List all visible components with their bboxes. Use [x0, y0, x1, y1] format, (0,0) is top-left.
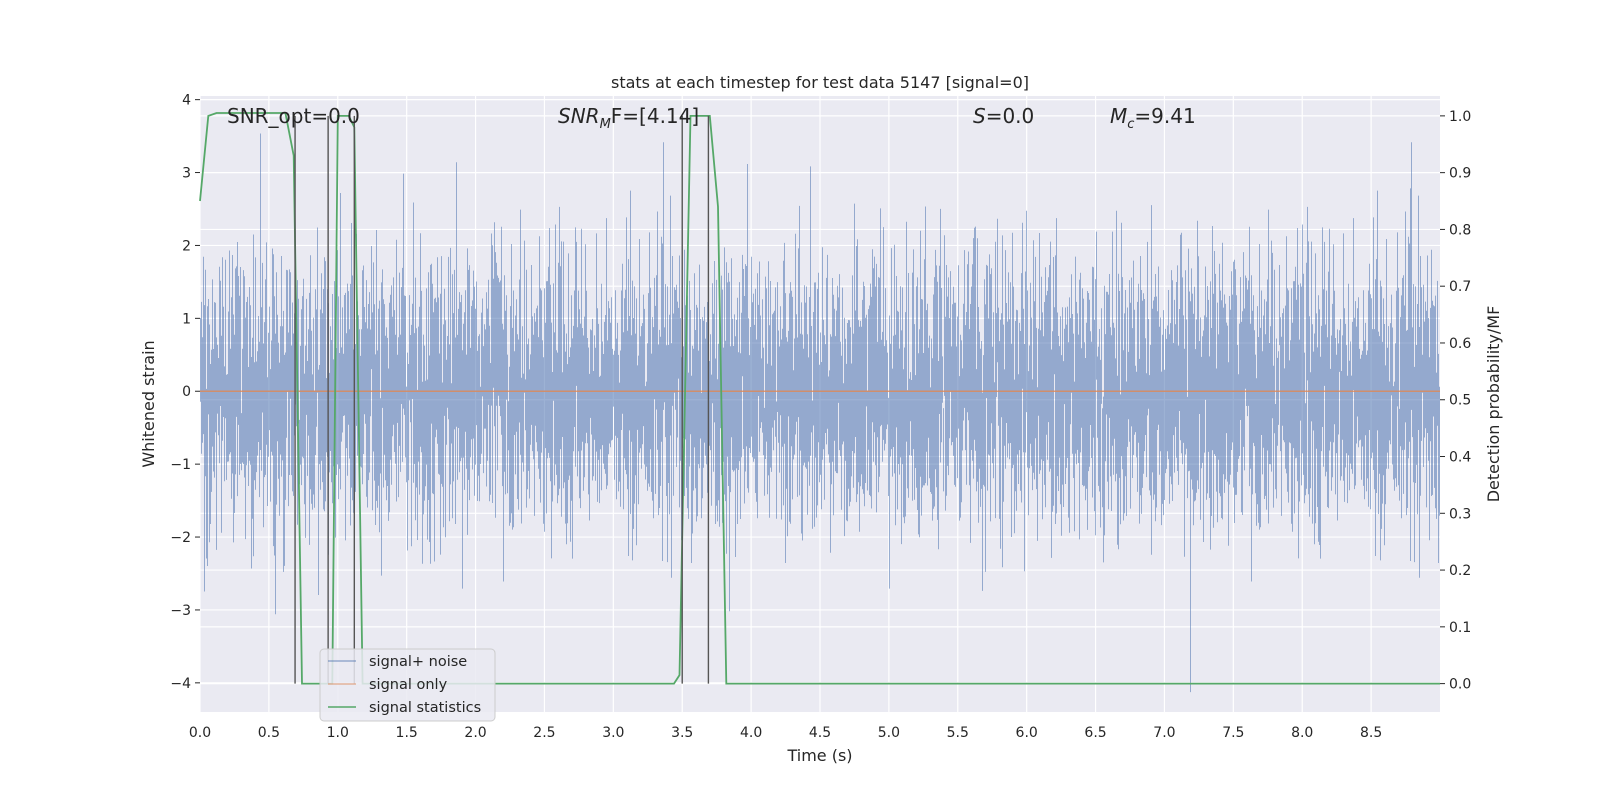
- y-right-tick-label: 0.0: [1449, 677, 1471, 693]
- x-tick-label: 8.5: [1360, 725, 1382, 741]
- legend-box: [319, 648, 496, 722]
- y-left-tick-label: 0: [182, 384, 191, 400]
- y-right-tick-label: 0.3: [1449, 506, 1471, 522]
- x-tick-label: 4.5: [809, 725, 831, 741]
- y-right-tick-labels: 1.0 0.9 0.8 0.7 0.6 0.5 0.4 0.3 0.2 0.1 0.0: [1440, 109, 1471, 693]
- y-left-tick-label: 3: [182, 166, 191, 182]
- y-right-tick-label: 0.5: [1449, 393, 1471, 409]
- x-tick-label: 2.0: [464, 725, 486, 741]
- x-tick-label: 6.0: [1016, 725, 1038, 741]
- x-tick-label: 2.5: [533, 725, 555, 741]
- y-axis-label-left: Whitened strain: [139, 340, 158, 467]
- annotation-mc: Mc=9.41: [1110, 104, 1196, 132]
- y-right-tick-label: 1.0: [1449, 109, 1471, 125]
- legend: signal+ noise signal only signal statist…: [319, 648, 496, 722]
- annotation-snr-mf: SNRMF=[4.14]: [558, 104, 699, 132]
- x-tick-label: 4.0: [740, 725, 762, 741]
- x-tick-label: 7.0: [1153, 725, 1175, 741]
- x-tick-label: 7.5: [1222, 725, 1244, 741]
- y-right-tick-label: 0.1: [1449, 620, 1471, 636]
- x-tick-label: 0.0: [189, 725, 211, 741]
- x-tick-label: 5.0: [878, 725, 900, 741]
- y-left-tick-label: 4: [182, 93, 191, 109]
- noise-trace: [200, 133, 1440, 693]
- y-left-tick-label: −2: [170, 530, 191, 546]
- legend-entry-signal-only: signal only: [369, 677, 448, 693]
- y-left-tick-labels: 4 3 2 1 0 −1 −2 −3 −4: [170, 93, 200, 692]
- y-left-tick-label: 2: [182, 238, 191, 254]
- y-left-tick-label: −4: [170, 676, 191, 692]
- x-tick-label: 0.5: [258, 725, 280, 741]
- x-tick-label: 3.5: [671, 725, 693, 741]
- legend-entry-signal-statistics: signal statistics: [369, 700, 481, 716]
- y-left-tick-label: −1: [170, 457, 191, 473]
- series-signal-noise: [200, 133, 1440, 693]
- x-axis-label: Time (s): [786, 746, 852, 765]
- x-tick-labels: 0.0 0.5 1.0 1.5 2.0 2.5 3.0 3.5 4.0 4.5 5.0 5.5 6.0 6…: [189, 725, 1382, 741]
- chart-title: stats at each timestep for test data 514…: [611, 73, 1029, 92]
- y-right-tick-label: 0.4: [1449, 450, 1471, 466]
- x-tick-label: 5.5: [947, 725, 969, 741]
- legend-entry-signal-noise: signal+ noise: [369, 654, 467, 670]
- y-right-tick-label: 0.8: [1449, 222, 1471, 238]
- y-right-tick-label: 0.7: [1449, 279, 1471, 295]
- y-right-tick-label: 0.2: [1449, 563, 1471, 579]
- y-left-tick-label: 1: [182, 311, 191, 327]
- y-right-tick-label: 0.9: [1449, 166, 1471, 182]
- x-tick-label: 1.0: [327, 725, 349, 741]
- annotation-snr-opt: SNR_opt=0.0: [227, 104, 360, 128]
- annotation-s: S=0.0: [973, 104, 1034, 128]
- x-tick-label: 1.5: [396, 725, 418, 741]
- y-left-tick-label: −3: [170, 603, 191, 619]
- y-axis-label-right: Detection probability/MF: [1484, 306, 1503, 503]
- x-tick-label: 8.0: [1291, 725, 1313, 741]
- x-tick-label: 6.5: [1084, 725, 1106, 741]
- vertical-markers: [294, 115, 710, 684]
- y-right-tick-label: 0.6: [1449, 336, 1471, 352]
- x-tick-label: 3.0: [602, 725, 624, 741]
